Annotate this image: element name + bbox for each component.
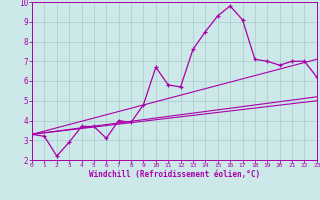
X-axis label: Windchill (Refroidissement éolien,°C): Windchill (Refroidissement éolien,°C) (89, 170, 260, 179)
